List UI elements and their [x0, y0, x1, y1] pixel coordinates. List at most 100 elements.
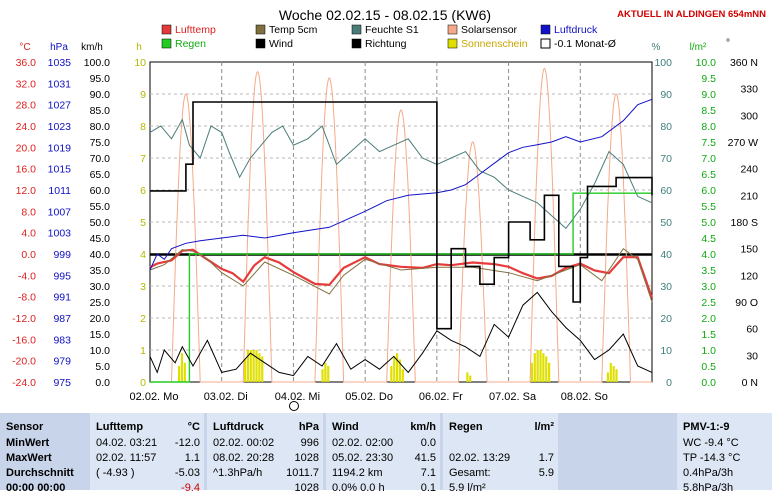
- sensor-column: Sensor MinWert MaxWert Durchschnitt 00:0…: [0, 413, 88, 494]
- sun-tick-10: 0: [140, 377, 146, 389]
- direction-tick-3: 270 W: [728, 137, 758, 149]
- sensor-header: Sensor: [6, 421, 44, 433]
- wind-unit: km/h: [410, 421, 436, 433]
- humidity-tick-1: 90: [660, 89, 672, 101]
- lufttemp-avg: -5.03: [174, 467, 200, 479]
- time-range-label: 00:00 00:00: [6, 482, 66, 494]
- pressure-trend-3h: 0.4hPa/3h: [683, 467, 734, 479]
- sunshine-bar-1-1: [246, 350, 250, 382]
- pressure-tick-5: 1015: [48, 164, 72, 176]
- sunshine-bar-6-2: [612, 366, 615, 382]
- direction-tick-10: 60: [746, 324, 758, 336]
- rain-tick-5: 7.5: [701, 137, 716, 149]
- lufttemp-header: Lufttemp: [96, 421, 144, 433]
- sun-tick-2: 8: [140, 121, 146, 133]
- pressure-tick-1: 1031: [48, 78, 72, 90]
- luftdruck-header: Luftdruck: [213, 421, 264, 433]
- wind-avg: 7.1: [420, 467, 436, 479]
- luftdruck-min: 996: [300, 437, 319, 449]
- sunshine-bar-2-1: [324, 362, 327, 382]
- wind-min: 0.0: [420, 437, 436, 449]
- rain-tick-2: 9.0: [701, 89, 716, 101]
- luftdruck-max: 1028: [294, 452, 319, 464]
- dewpoint-value: TP -14.3 °C: [683, 452, 741, 464]
- legend-swatch-8: [447, 38, 458, 49]
- legend-label-1: Temp 5cm: [269, 24, 318, 36]
- wind-max: 41.5: [414, 452, 436, 464]
- temp-tick-6: 12.0: [16, 185, 37, 197]
- legend-label-2: Feuchte S1: [365, 24, 419, 36]
- rain-tick-6: 7.0: [701, 153, 716, 165]
- wind-min-time: 02.02. 02:00: [332, 437, 394, 449]
- regen-total: 5.9: [538, 467, 554, 479]
- wind-tick-4: 80.0: [90, 121, 111, 133]
- time-slider-handle: [289, 401, 299, 411]
- lufttemp-min-time: 04.02. 03:21: [96, 437, 158, 449]
- series-wind: [149, 291, 653, 377]
- sunshine-bar-3-0: [390, 366, 393, 382]
- pressure-trend-3h-alt: 5.8hPa/3h: [683, 482, 734, 494]
- wind-current: 0.1: [420, 482, 436, 494]
- sunshine-bar-1-5: [258, 353, 261, 382]
- pressure-tick-7: 1007: [48, 206, 72, 218]
- sun-tick-6: 4: [140, 249, 146, 261]
- max-label: MaxWert: [6, 452, 52, 464]
- luftdruck-avg: 1011.7: [286, 467, 319, 479]
- temp-tick-15: -24.0: [12, 377, 36, 389]
- sunshine-bar-6-0: [606, 372, 610, 382]
- pressure-tick-0: 1035: [48, 57, 72, 69]
- sunshine-bar-4-0: [466, 372, 469, 382]
- temp-tick-7: 8.0: [21, 206, 36, 218]
- direction-tick-2: 300: [740, 110, 758, 122]
- sunshine-bar-5-2: [536, 350, 539, 382]
- wind-tick-9: 55.0: [90, 201, 111, 213]
- weekly-weather-chart: Woche 02.02.15 - 08.02.15 (KW6) AKTUELL I…: [12, 7, 766, 411]
- sunshine-bar-5-0: [530, 362, 534, 382]
- chart-title: Woche 02.02.15 - 08.02.15 (KW6): [279, 7, 491, 23]
- station-label: AKTUELL IN ALDINGEN 654mNN: [617, 9, 766, 20]
- sun-tick-7: 3: [140, 281, 146, 293]
- wind-tick-12: 40.0: [90, 249, 111, 261]
- pressure-tick-13: 983: [53, 334, 71, 346]
- rain-tick-1: 9.5: [701, 73, 716, 85]
- legend-label-0: Lufttemp: [175, 24, 216, 36]
- lufttemp-current: -9.4: [181, 482, 200, 494]
- wind-tick-3: 85.0: [90, 105, 111, 117]
- wind-column: Wind km/h 02.02. 02:00 0.0 05.02. 23:30 41.…: [326, 413, 440, 494]
- sunshine-bar-4-1: [469, 375, 472, 382]
- pressure-tick-10: 995: [53, 270, 71, 282]
- legend-label-5: Regen: [175, 38, 206, 50]
- temp-tick-8: 4.0: [21, 228, 36, 240]
- rain-tick-15: 2.5: [701, 297, 716, 309]
- humidity-tick-6: 40: [660, 249, 672, 261]
- luftdruck-unit: hPa: [298, 421, 319, 433]
- legend-swatch-9: [540, 38, 551, 49]
- pressure-tick-6: 1011: [48, 185, 71, 197]
- rain-tick-9: 5.5: [701, 201, 716, 213]
- pmv-header: PMV-1:-9: [683, 421, 730, 433]
- wind-tick-8: 60.0: [90, 185, 111, 197]
- regen-header: Regen: [449, 421, 483, 433]
- humidity-tick-5: 50: [660, 217, 672, 229]
- regen-month: 5.9 l/m²: [449, 482, 486, 494]
- unit-pressure: hPa: [50, 42, 68, 53]
- legend-label-3: Solarsensor: [461, 24, 518, 36]
- sun-tick-9: 1: [140, 345, 146, 357]
- regen-unit: l/m²: [534, 421, 554, 433]
- temp-tick-10: -4.0: [18, 270, 36, 282]
- wind-tick-10: 50.0: [90, 217, 111, 229]
- wind-tick-18: 10.0: [90, 345, 111, 357]
- wind-tick-7: 65.0: [90, 169, 111, 181]
- temp-tick-12: -12.0: [12, 313, 36, 325]
- legend-swatch-0: [161, 24, 172, 35]
- humidity-tick-4: 60: [660, 185, 672, 197]
- direction-tick-1: 330: [740, 84, 758, 96]
- humidity-tick-2: 80: [660, 121, 672, 133]
- legend-label-6: Wind: [269, 38, 293, 50]
- direction-tick-11: 30: [746, 350, 758, 362]
- series-richtung: [150, 101, 653, 330]
- humidity-tick-8: 20: [660, 313, 672, 325]
- sunshine-bar-3-4: [401, 369, 404, 382]
- lufttemp-max-time: 02.02. 11:57: [96, 452, 157, 464]
- wind-tick-2: 90.0: [90, 89, 111, 101]
